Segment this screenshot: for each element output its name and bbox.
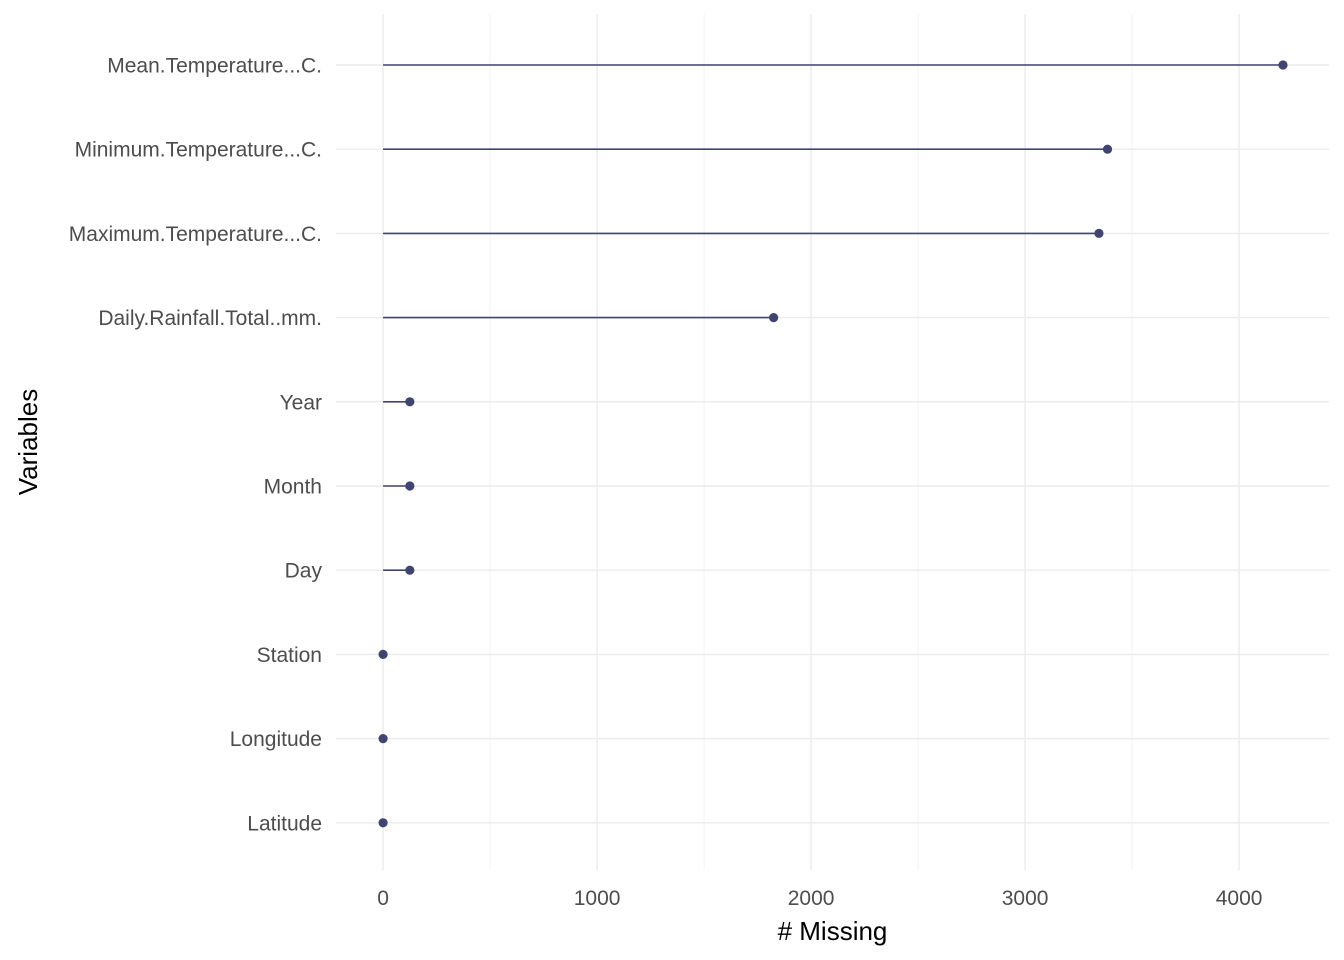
lollipop-point (405, 481, 415, 491)
y-tick-label: Daily.Rainfall.Total..mm. (98, 307, 322, 330)
lollipop-point (1278, 60, 1288, 70)
x-axis-tick-labels: 0 1000 2000 3000 4000 (377, 887, 1262, 910)
y-tick-label: Station (257, 644, 322, 667)
y-axis-tick-labels: Mean.Temperature...C. Minimum.Temperature… (69, 55, 323, 836)
x-axis-title: # Missing (778, 916, 888, 946)
x-tick-label: 0 (377, 887, 389, 910)
y-axis-title: Variables (13, 389, 43, 495)
lollipop-point (378, 818, 388, 828)
lollipop-point (378, 734, 388, 744)
lollipop-point (405, 397, 415, 407)
lollipop-point (769, 313, 779, 323)
y-tick-label: Mean.Temperature...C. (107, 55, 322, 78)
lollipop-points (378, 60, 1288, 828)
y-tick-label: Maximum.Temperature...C. (69, 223, 322, 246)
x-tick-label: 3000 (1002, 887, 1049, 910)
lollipop-point (1094, 228, 1104, 238)
lollipop-point (1102, 144, 1113, 154)
y-tick-label: Longitude (230, 728, 322, 751)
x-tick-label: 2000 (788, 887, 835, 910)
lollipop-point (378, 649, 388, 660)
y-tick-label: Minimum.Temperature...C. (75, 139, 322, 162)
y-tick-label: Day (285, 560, 323, 583)
x-tick-label: 1000 (574, 887, 621, 910)
y-tick-label: Month (264, 476, 322, 499)
lollipop-stems (383, 64, 1283, 572)
y-tick-label: Latitude (247, 812, 322, 835)
lollipop-point (405, 565, 415, 575)
grid-lines (336, 14, 1329, 870)
y-tick-label: Year (280, 391, 322, 414)
x-tick-label: 4000 (1216, 887, 1263, 910)
